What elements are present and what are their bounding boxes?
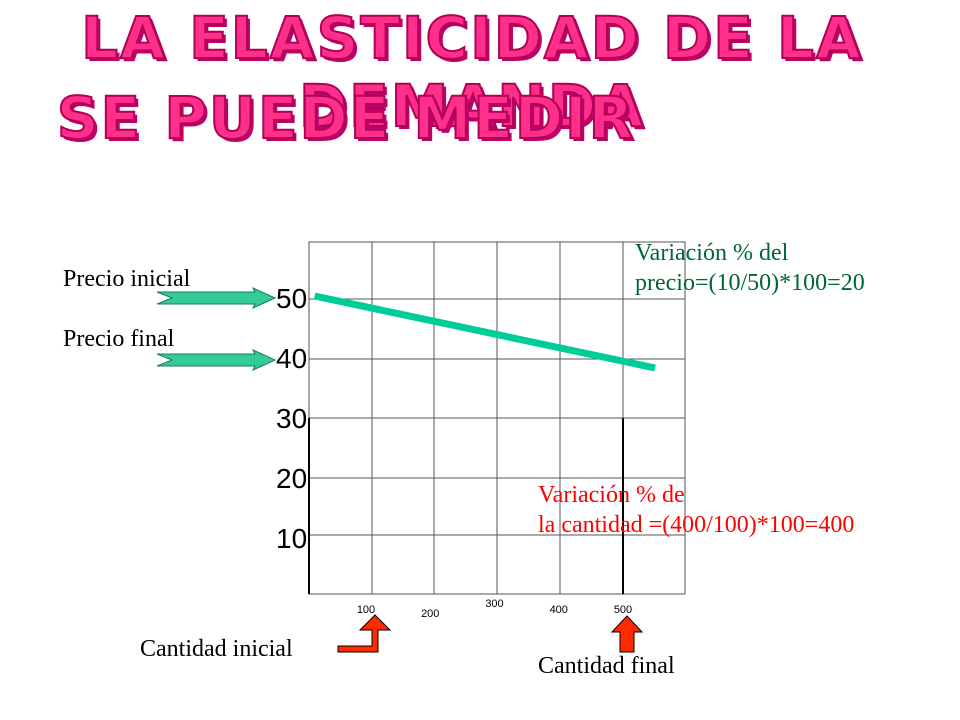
y-tick-label: 10	[276, 523, 307, 554]
x-tick-label: 500	[614, 604, 632, 616]
quantity-variation-line-2: la cantidad =(400/100)*100=400	[538, 512, 855, 538]
price-variation-line-2: precio=(10/50)*100=20	[635, 270, 865, 296]
price-variation-line-1: Variación % del	[635, 240, 789, 266]
y-tick-label: 40	[276, 343, 307, 374]
y-tick-label: 30	[276, 403, 307, 434]
title-line-1: LA ELASTICIDAD DE LA DEMANDA	[80, 3, 863, 141]
quantity-variation-annotation: Variación % de la cantidad =(400/100)*10…	[538, 480, 854, 540]
chart-arrows	[156, 286, 644, 653]
x-tick-label: 200	[421, 608, 439, 620]
x-tick-label: 300	[485, 598, 503, 610]
y-tick-label: 50	[276, 283, 307, 314]
cantidad-final-label: Cantidad final	[538, 653, 675, 679]
up-arrow-icon	[610, 615, 644, 653]
chart-marks	[313, 292, 656, 372]
price-variation-annotation: Variación % del precio=(10/50)*100=20	[635, 238, 865, 298]
right-arrow-icon	[156, 286, 277, 310]
right-arrow-icon	[156, 348, 277, 372]
y-tick-label: 20	[276, 463, 307, 494]
demand-line	[313, 292, 656, 372]
up-arrow-icon	[337, 614, 392, 653]
chart-grid	[308, 241, 686, 595]
precio-final-label: Precio final	[63, 326, 175, 352]
precio-inicial-label: Precio inicial	[63, 266, 191, 292]
x-tick-label: 100	[357, 604, 375, 616]
quantity-variation-line-1: Variación % de	[538, 482, 685, 508]
title-line-2: SE PUEDE MEDIR	[56, 83, 636, 153]
x-tick-label: 400	[550, 604, 568, 616]
chart-ticks: 50 40 30 20 10 100 200 300 400 500	[276, 283, 632, 620]
cantidad-inicial-label: Cantidad inicial	[140, 636, 293, 662]
